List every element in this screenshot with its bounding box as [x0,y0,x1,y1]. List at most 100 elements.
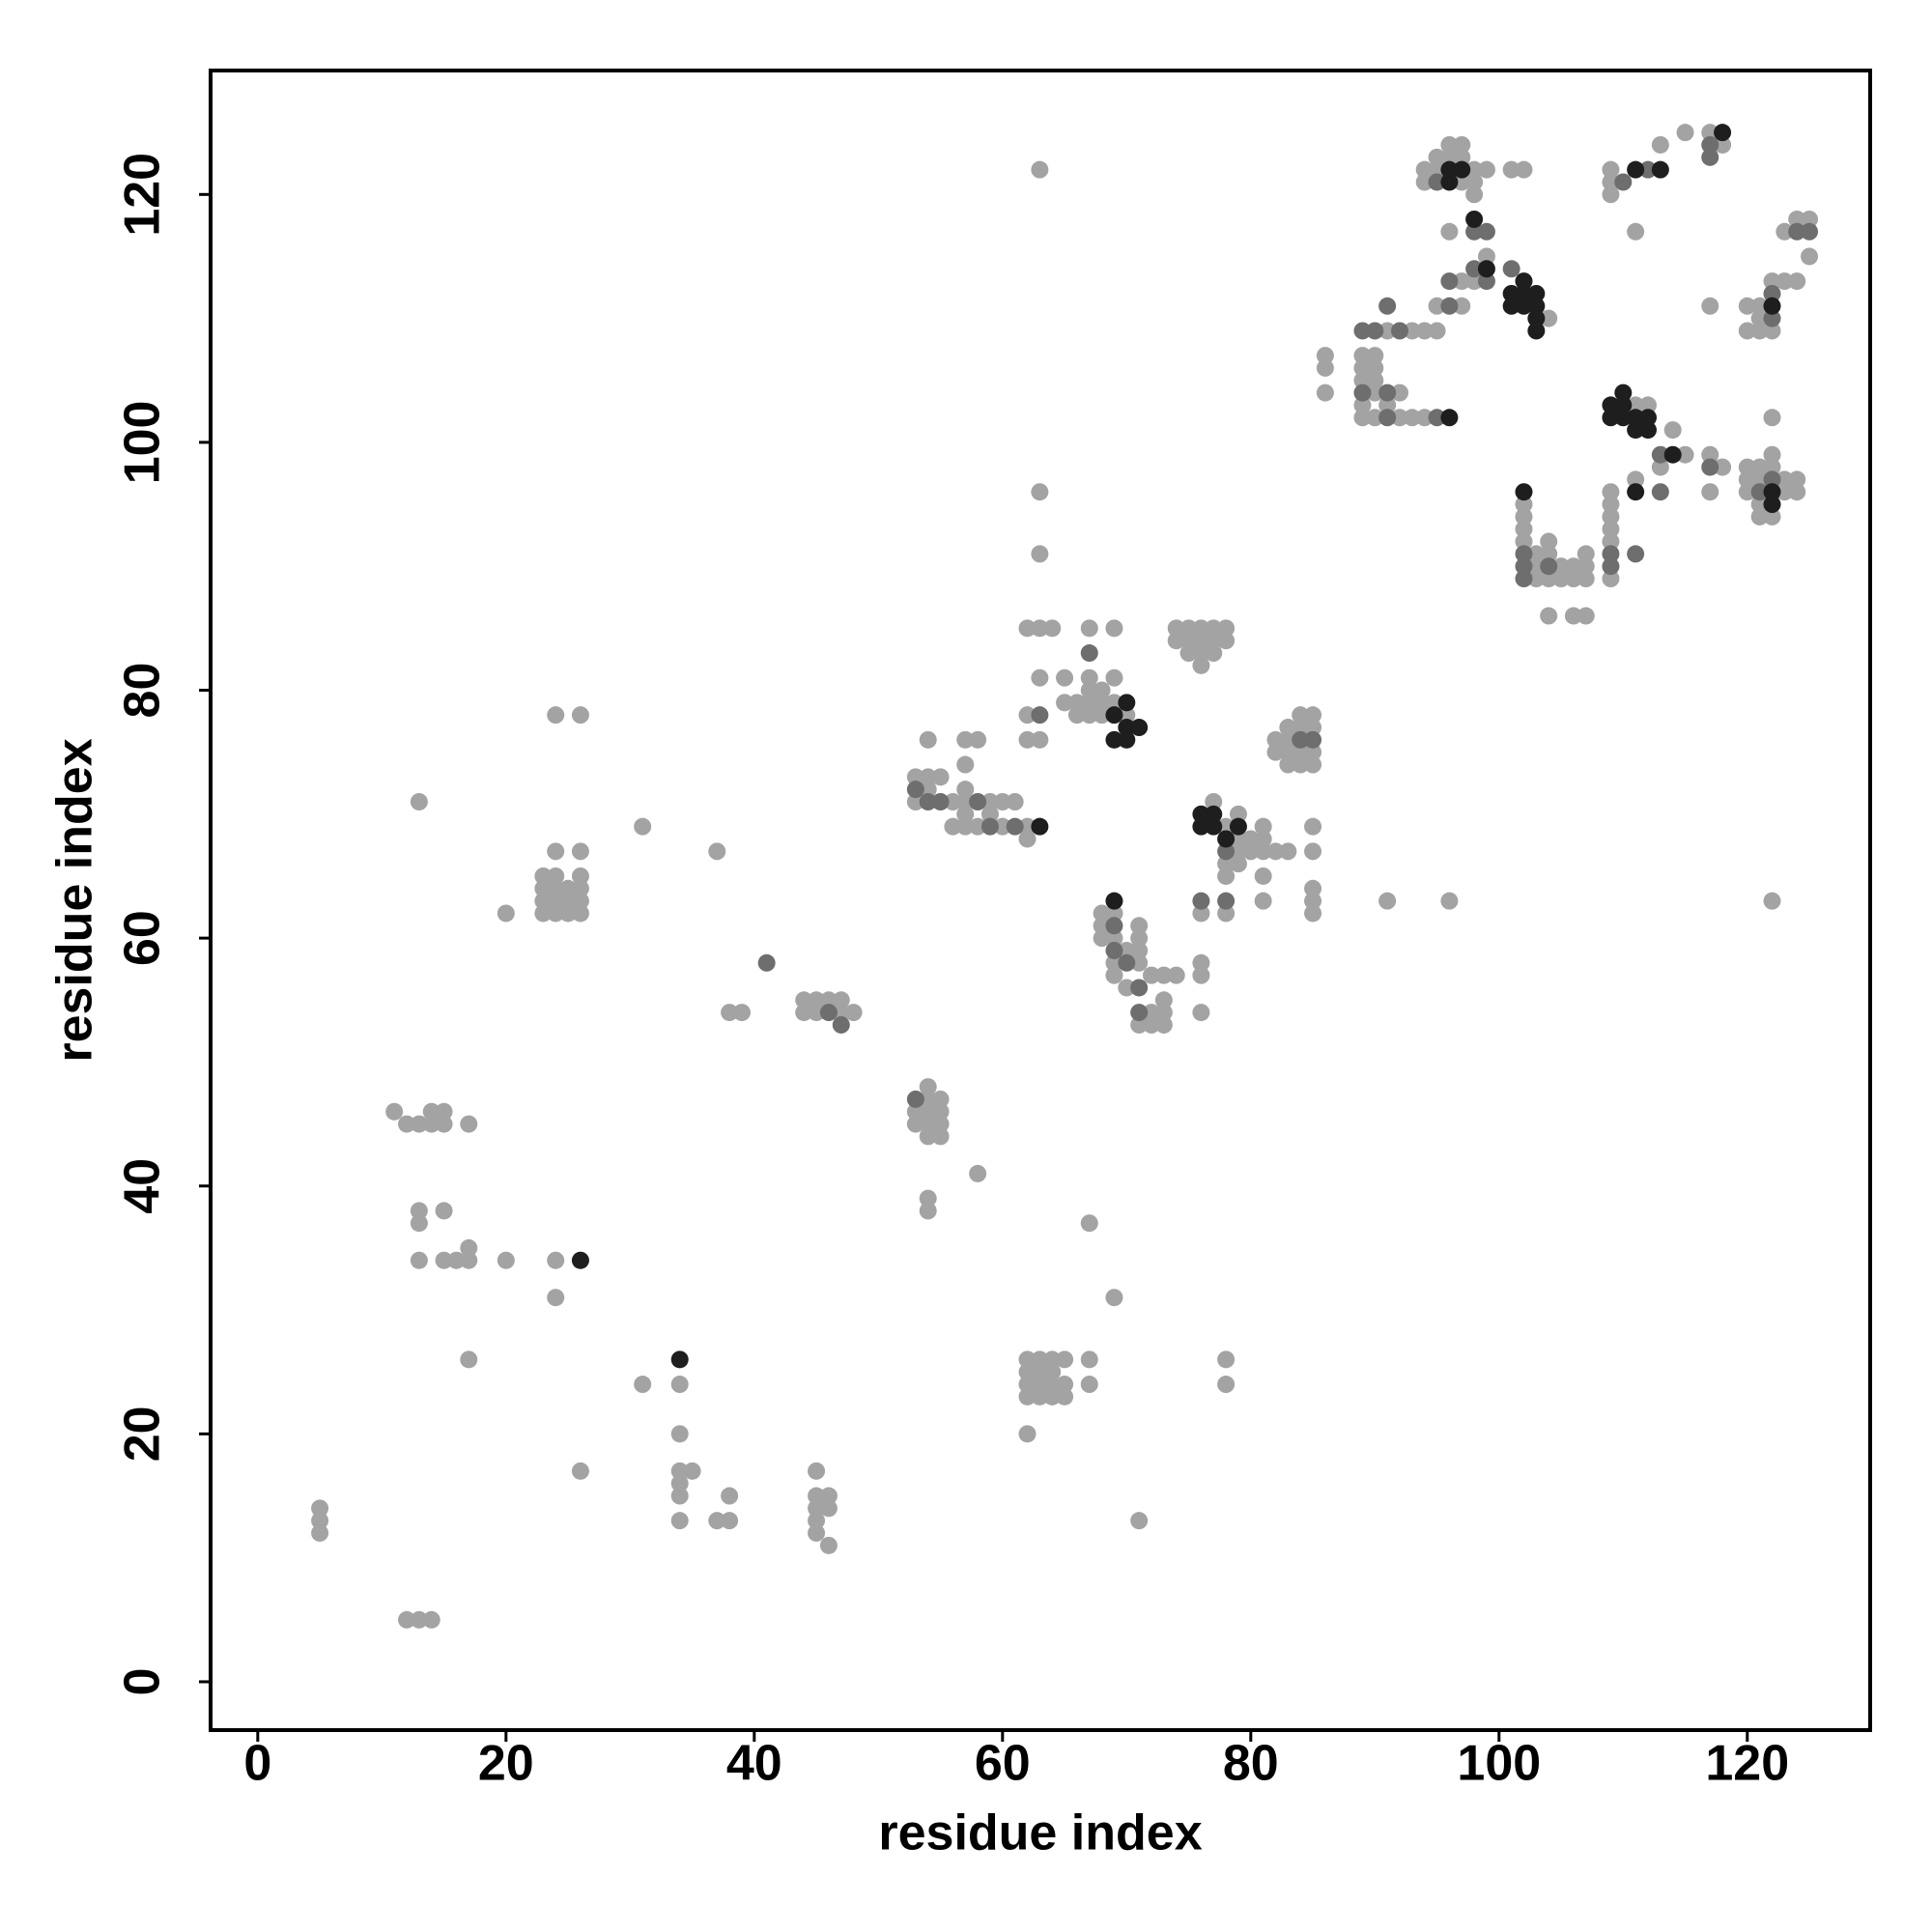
data-point [795,1004,813,1022]
data-point [547,1289,565,1307]
data-point [1254,842,1272,861]
data-point [708,842,726,861]
data-point [1118,730,1136,749]
data-point [1701,458,1719,476]
data-point [1738,470,1756,489]
data-point [919,730,937,749]
data-point [1602,173,1620,191]
data-point [919,1102,937,1121]
data-point [969,792,987,810]
data-point [1763,470,1781,489]
y-tick-label: 120 [115,153,171,237]
data-point [1217,842,1236,861]
data-point [1031,545,1049,563]
data-point [931,1090,950,1108]
data-point [1564,570,1582,588]
data-point [1031,1350,1049,1369]
data-point [670,1474,689,1492]
data-point [1602,545,1620,563]
data-point [1192,953,1210,972]
data-point [1229,830,1247,848]
data-point [721,1004,739,1022]
data-point [571,1462,589,1480]
data-point [1266,842,1285,861]
data-point [1067,706,1086,724]
data-point [1192,619,1210,638]
data-point [447,1251,466,1269]
data-point [435,1202,453,1220]
data-point [1130,979,1149,997]
data-point [1292,743,1310,761]
data-point [1577,557,1595,576]
data-point [1403,409,1421,427]
data-point [410,1214,428,1233]
y-tick-label: 100 [115,401,171,485]
data-point [1366,347,1384,365]
data-point [1304,879,1322,897]
data-point [1304,817,1322,836]
data-point [1018,706,1037,724]
data-point [1428,148,1446,166]
data-point [1440,272,1459,291]
data-point [1105,904,1123,923]
data-point [1651,135,1669,154]
data-point [1217,1350,1236,1369]
data-point [1192,904,1210,923]
data-point [1477,272,1495,291]
data-point [1105,1289,1123,1307]
data-point [1192,966,1210,984]
data-point [670,1425,689,1443]
data-point [1279,719,1297,737]
data-point [1465,160,1484,179]
data-point [1477,247,1495,266]
data-point [460,1115,478,1133]
data-point [993,817,1011,836]
data-point [1714,124,1732,142]
x-tick-label: 100 [1457,1736,1541,1792]
data-point [1093,706,1111,724]
data-point [1788,222,1806,241]
data-point [410,1251,428,1269]
data-point [410,1610,428,1629]
data-point [547,892,565,910]
data-point [795,991,813,1009]
data-point [670,1487,689,1505]
data-point [1304,743,1322,761]
data-point [906,781,924,799]
data-point [721,1487,739,1505]
data-point [1515,545,1533,563]
data-point [1763,496,1781,514]
data-point [1788,470,1806,489]
data-point [547,904,565,923]
data-point [1043,1387,1062,1406]
data-point [1602,557,1620,576]
data-point [1428,409,1446,427]
data-point [919,1078,937,1096]
data-point [1527,570,1546,588]
data-point [1229,805,1247,823]
data-point [1279,730,1297,749]
data-point [956,781,975,799]
data-point [1701,148,1719,166]
data-point [1105,668,1123,687]
data-point [1415,322,1434,340]
data-point [1217,892,1236,910]
data-point [1627,222,1645,241]
data-point [1292,730,1310,749]
data-point [1577,545,1595,563]
data-point [1801,247,1819,266]
data-point [1440,160,1459,179]
data-point [1602,507,1620,526]
data-point [435,1251,453,1269]
data-point [1750,322,1769,340]
data-point [1093,904,1111,923]
data-point [1638,396,1657,414]
data-point [1217,830,1236,848]
data-point [1638,409,1657,427]
data-point [1428,173,1446,191]
data-point [1465,185,1484,204]
data-point [1540,309,1558,327]
data-point [1378,396,1397,414]
y-tick-label: 0 [115,1668,171,1696]
data-point [931,1127,950,1146]
